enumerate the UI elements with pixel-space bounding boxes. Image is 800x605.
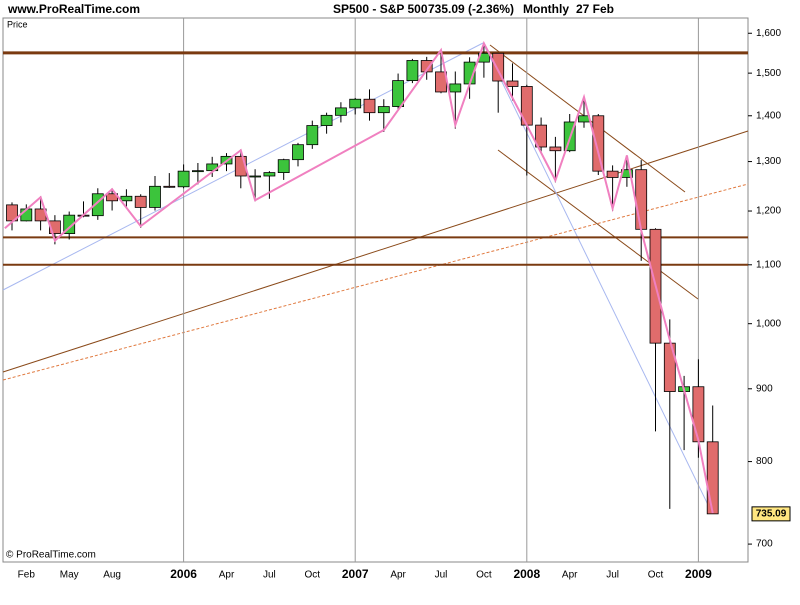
y-tick-label: 1,000 [756, 318, 781, 329]
candle-body [277, 159, 290, 173]
candle-body [191, 170, 204, 173]
instrument: SP500 - S&P 500 [333, 2, 428, 16]
x-tick-label: Apr [390, 570, 406, 581]
candle-body [120, 195, 133, 202]
y-tick-label: 1,500 [756, 68, 781, 79]
candle-body [49, 220, 61, 234]
x-tick-label: 2009 [685, 567, 712, 581]
candle-body [163, 185, 176, 188]
candle-body [535, 124, 547, 148]
date: 27 Feb [576, 2, 614, 16]
x-tick-label: Oct [648, 570, 664, 581]
candle-body [420, 60, 433, 73]
candle-body [492, 52, 505, 82]
candle-body [320, 114, 333, 126]
x-tick-label: Feb [18, 570, 36, 581]
candle-body [706, 441, 719, 515]
candle-body [249, 175, 262, 178]
candle-body [263, 172, 276, 177]
x-tick-label: Jul [606, 570, 619, 581]
y-tick-label: 700 [756, 539, 773, 550]
candle-body [606, 170, 619, 178]
candle-body [506, 80, 519, 87]
candle-body [292, 144, 304, 161]
candle-body [549, 146, 562, 152]
x-tick-label: Oct [476, 570, 492, 581]
candle-body [592, 115, 605, 172]
y-tick-label: 800 [756, 456, 773, 467]
watermark: © ProRealTime.com [6, 550, 96, 561]
candle-body [363, 98, 376, 114]
candle-body [306, 125, 319, 146]
period: Monthly [523, 2, 569, 16]
candle-body [349, 98, 362, 109]
candle-body [392, 80, 405, 107]
x-tick-label: Apr [562, 570, 578, 581]
x-tick-label: Jul [263, 570, 276, 581]
y-tick-label: 1,400 [756, 110, 781, 121]
x-tick-label: 2008 [513, 567, 540, 581]
candle-body [149, 185, 161, 208]
candle-body [635, 169, 648, 230]
candle-body [449, 83, 462, 93]
x-tick-label: 2007 [342, 567, 369, 581]
trend-line [497, 149, 699, 300]
candle-body [63, 214, 76, 234]
panel-title: Price [7, 19, 28, 29]
y-tick-label: 900 [756, 383, 773, 394]
candle-body [334, 107, 347, 116]
y-tick-label: 1,200 [756, 206, 781, 217]
last-price-label: 735.09 [756, 509, 787, 520]
x-tick-label: 2006 [170, 567, 197, 581]
candle-body [406, 60, 419, 81]
y-tick-label: 1,300 [756, 156, 781, 167]
candle-body [377, 106, 390, 114]
candle-body [177, 170, 190, 188]
x-tick-label: Jul [435, 570, 448, 581]
zigzag-line [4, 40, 714, 514]
candle-body [134, 195, 147, 208]
candle-body [91, 193, 104, 217]
x-tick-label: Aug [103, 570, 121, 581]
x-tick-label: May [60, 570, 79, 581]
x-tick-label: Apr [219, 570, 235, 581]
quote: 735.09 (-2.36%) [428, 2, 514, 16]
trend-line [2, 183, 749, 381]
y-tick-label: 1,100 [756, 259, 781, 270]
last-price-box [751, 506, 791, 522]
x-tick-label: Oct [305, 570, 321, 581]
y-tick-label: 1,600 [756, 28, 781, 39]
site: www.ProRealTime.com [7, 2, 140, 16]
candle-body [692, 386, 705, 443]
candle-body [578, 115, 590, 123]
